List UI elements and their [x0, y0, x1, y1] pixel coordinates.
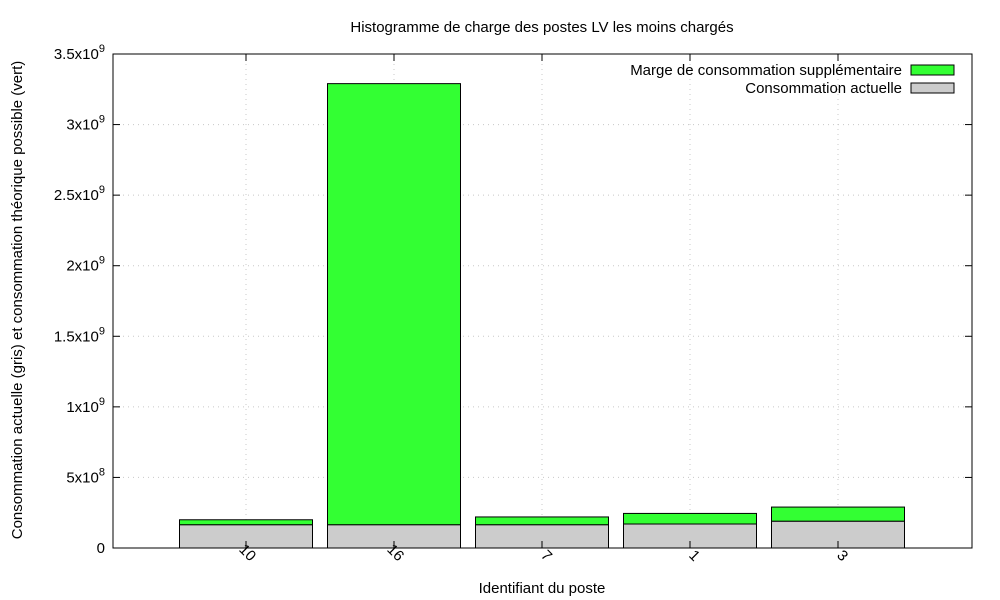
- legend-swatch: [910, 82, 955, 94]
- grid: [113, 54, 972, 548]
- y-tick-label: 5x108: [66, 466, 105, 486]
- y-tick-label: 2.5x109: [54, 184, 105, 204]
- y-tick-label: 3x109: [66, 114, 105, 134]
- y-tick-label: 2x109: [66, 255, 105, 275]
- bars: [179, 83, 905, 549]
- bar-margin-3: [771, 506, 905, 522]
- y-axis-label: Consommation actuelle (gris) et consomma…: [9, 61, 26, 540]
- y-tick-label: 3.5x109: [54, 43, 105, 63]
- bar-margin-16: [327, 83, 461, 526]
- x-axis-label: Identifiant du poste: [479, 580, 606, 597]
- legend: Marge de consommation supplémentaireCons…: [630, 62, 955, 97]
- y-tick-label: 1.5x109: [54, 325, 105, 345]
- bar-margin-10: [179, 519, 313, 526]
- x-tick-label: 3: [833, 547, 851, 565]
- x-tick-label: 7: [537, 547, 555, 565]
- x-tick-label: 1: [685, 547, 703, 565]
- legend-swatch: [910, 64, 955, 76]
- y-tick-label: 0: [97, 540, 105, 557]
- bar-margin-7: [475, 516, 609, 526]
- y-axis-ticks: 0 5x108 1x109 1.5x109 2x109 2.5x109 3x109 3.5x1…: [54, 43, 972, 557]
- plot-frame: [112, 53, 973, 549]
- y-tick-label: 1x109: [66, 396, 105, 416]
- bar-margin-1: [623, 512, 757, 525]
- chart-title: Histogramme de charge des postes LV les …: [350, 19, 733, 36]
- legend-label: Marge de consommation supplémentaire: [630, 62, 902, 79]
- legend-label: Consommation actuelle: [745, 80, 902, 97]
